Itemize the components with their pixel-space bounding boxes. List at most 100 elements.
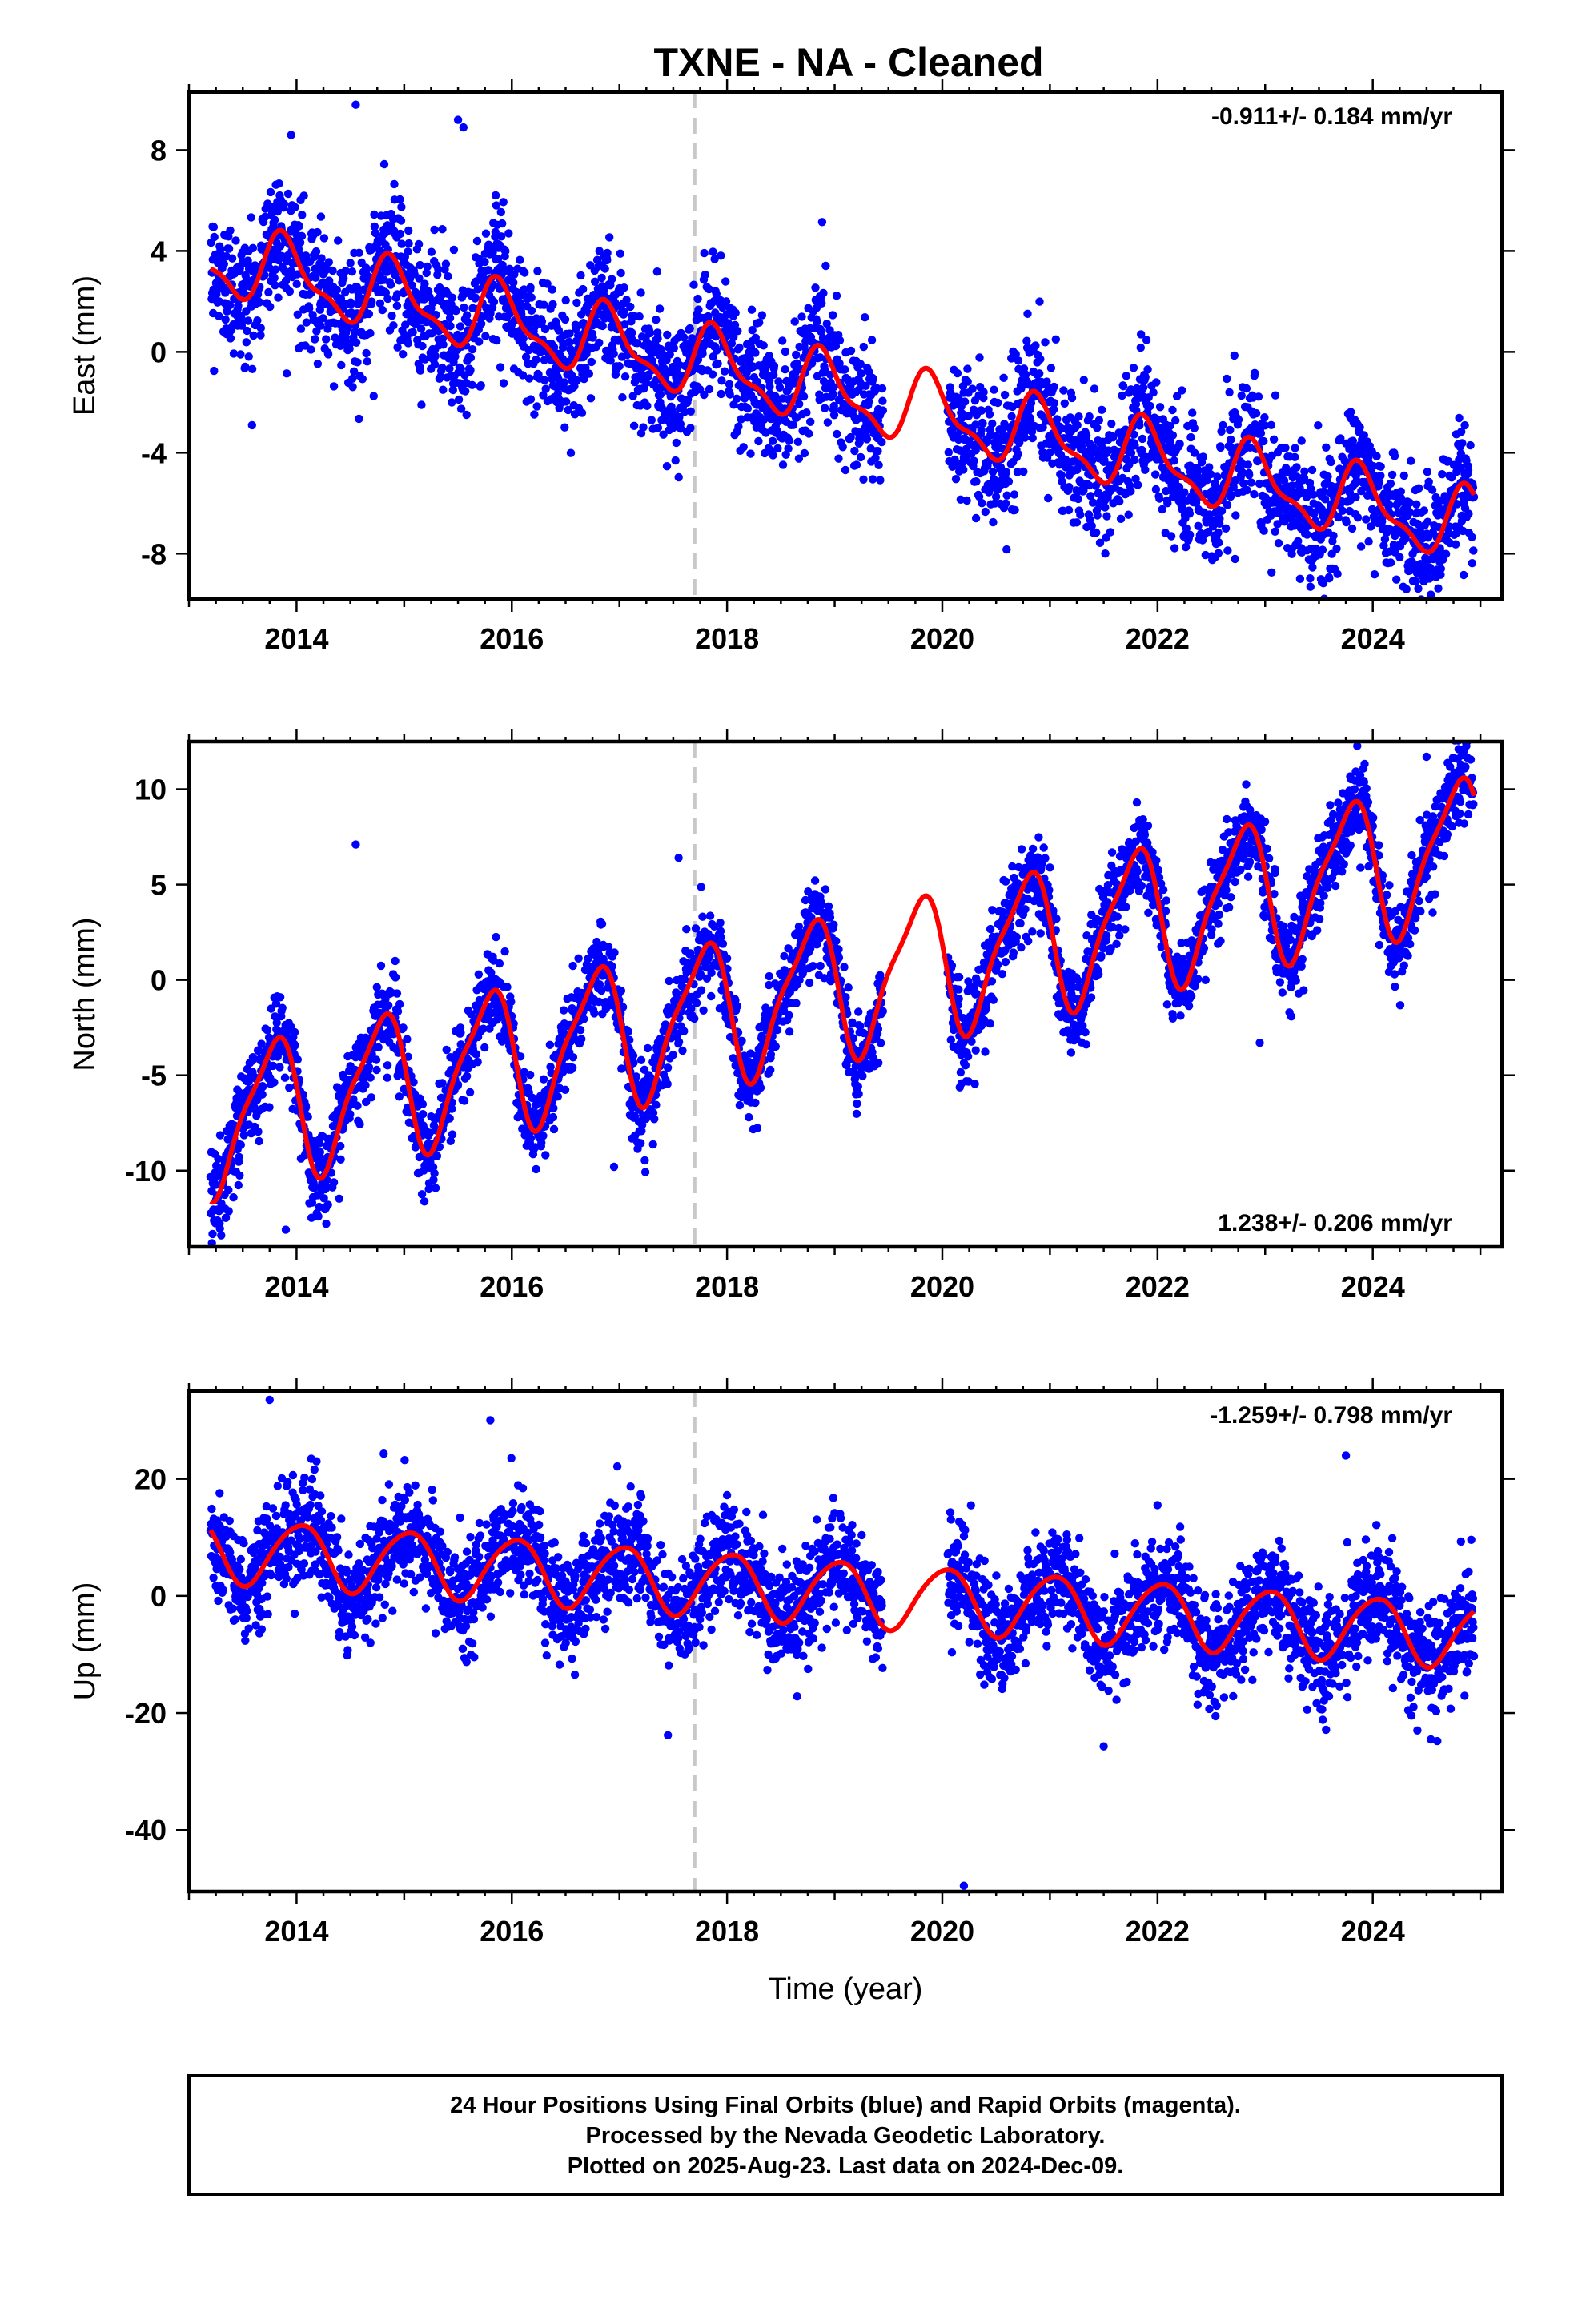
- data-point: [1355, 423, 1364, 432]
- data-point: [396, 229, 405, 239]
- data-point: [1390, 452, 1399, 460]
- data-point: [855, 438, 864, 447]
- data-point: [1460, 570, 1468, 580]
- data-point: [1168, 431, 1178, 440]
- data-point: [572, 376, 581, 385]
- data-point: [480, 1043, 489, 1052]
- data-point: [419, 1110, 428, 1119]
- data-point: [355, 1120, 364, 1128]
- data-point: [635, 312, 644, 321]
- data-point: [739, 443, 748, 452]
- data-point: [346, 1110, 355, 1119]
- data-point: [391, 973, 400, 982]
- data-point: [355, 248, 363, 257]
- data-point: [221, 1213, 231, 1223]
- data-point: [620, 307, 628, 316]
- data-point: [323, 350, 333, 359]
- data-point: [1227, 490, 1236, 500]
- data-point: [817, 218, 827, 227]
- data-point: [771, 392, 780, 400]
- data-point: [821, 261, 830, 271]
- data-point: [1180, 488, 1189, 497]
- data-point: [1046, 364, 1056, 372]
- data-point: [466, 365, 475, 375]
- data-point: [364, 309, 374, 319]
- data-point: [396, 216, 406, 225]
- data-point: [671, 456, 680, 465]
- data-point: [292, 279, 301, 288]
- data-point: [823, 418, 833, 427]
- data-point: [793, 437, 802, 446]
- data-point: [1387, 558, 1395, 567]
- data-point: [299, 191, 308, 200]
- data-point: [442, 1045, 451, 1055]
- data-point: [1347, 408, 1355, 416]
- data-point: [539, 1132, 548, 1140]
- data-point: [1088, 456, 1097, 464]
- data-point: [234, 1180, 243, 1190]
- data-point: [577, 1035, 586, 1043]
- data-point: [1402, 585, 1411, 593]
- data-point: [1035, 369, 1044, 378]
- data-point: [1254, 392, 1263, 401]
- data-point: [1060, 399, 1070, 408]
- data-point: [674, 1037, 684, 1047]
- data-point: [705, 284, 713, 294]
- data-point: [1395, 553, 1404, 561]
- data-point: [1386, 479, 1395, 489]
- data-point: [1093, 424, 1102, 432]
- data-point: [408, 281, 416, 290]
- data-point: [516, 255, 524, 264]
- data-point: [1347, 524, 1357, 533]
- data-point: [769, 370, 778, 380]
- data-point: [384, 1001, 393, 1010]
- data-point: [361, 1080, 370, 1090]
- data-point: [392, 301, 402, 310]
- data-point: [1458, 439, 1467, 448]
- data-point: [718, 303, 727, 312]
- data-point: [669, 344, 678, 352]
- data-point: [317, 254, 326, 263]
- data-point: [1166, 421, 1174, 431]
- data-point: [1243, 485, 1251, 495]
- data-point: [1427, 590, 1435, 599]
- data-point: [590, 1009, 599, 1018]
- data-point: [799, 392, 809, 401]
- data-point: [1106, 528, 1115, 537]
- data-point: [239, 1131, 248, 1140]
- data-point: [495, 959, 504, 968]
- data-point: [999, 373, 1008, 382]
- data-point: [1379, 541, 1388, 550]
- data-point: [1359, 431, 1369, 440]
- data-point: [811, 283, 820, 292]
- data-point: [327, 1168, 335, 1177]
- data-point: [751, 348, 760, 357]
- data-point: [964, 412, 974, 420]
- data-point: [640, 1156, 649, 1165]
- data-point: [243, 256, 252, 265]
- data-point: [1309, 490, 1318, 499]
- data-point: [379, 159, 389, 169]
- data-point: [305, 304, 314, 313]
- data-point: [859, 475, 868, 484]
- x-tick-label: 2018: [695, 622, 759, 655]
- data-point: [516, 1052, 525, 1061]
- data-point: [1217, 427, 1226, 436]
- data-point: [1115, 497, 1124, 506]
- data-point: [754, 436, 763, 446]
- data-point: [620, 372, 630, 381]
- data-point: [209, 223, 219, 231]
- data-point: [1223, 501, 1232, 509]
- data-point: [656, 390, 665, 399]
- data-point: [857, 369, 866, 378]
- data-point: [968, 384, 977, 393]
- data-point: [399, 1023, 408, 1032]
- data-point: [1102, 512, 1111, 521]
- data-point: [541, 1151, 550, 1160]
- data-point: [1222, 465, 1231, 474]
- data-point: [656, 1034, 665, 1043]
- data-point: [972, 477, 981, 486]
- data-point: [1051, 335, 1061, 344]
- data-point: [374, 1043, 383, 1052]
- data-point: [295, 238, 305, 247]
